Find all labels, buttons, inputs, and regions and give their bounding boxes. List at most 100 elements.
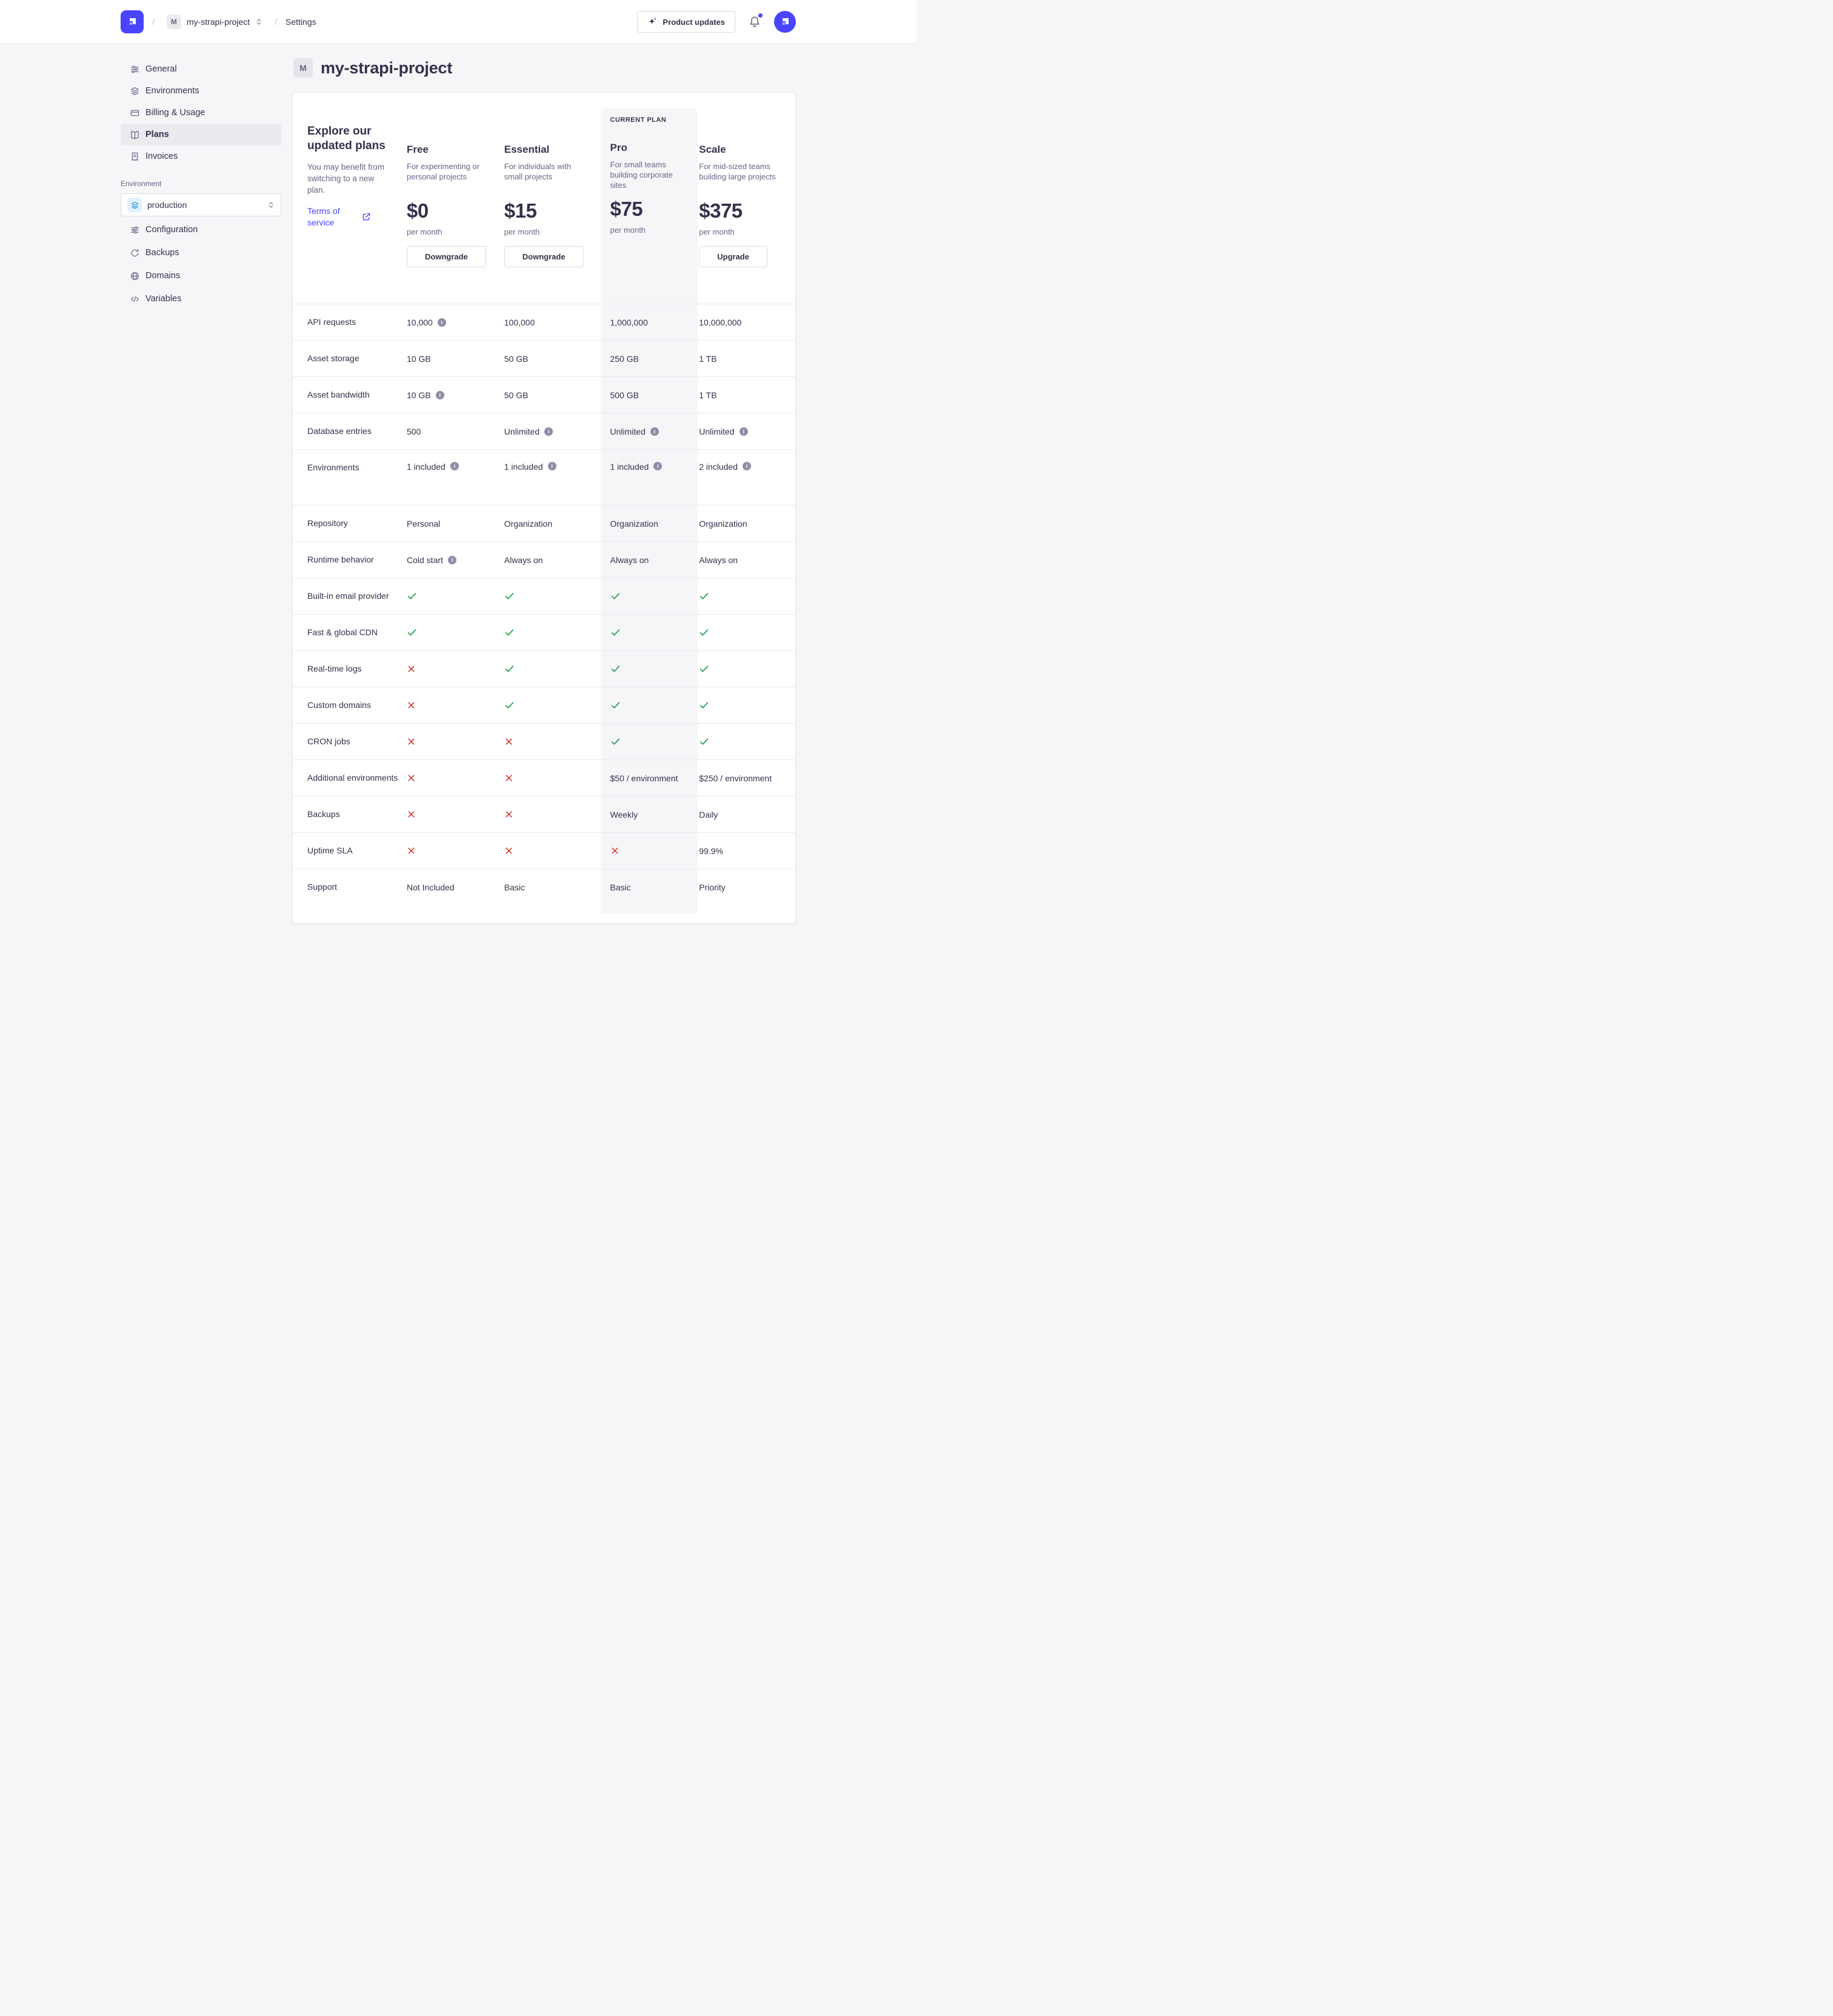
plan-price: $0	[407, 199, 429, 222]
plan-price: $15	[504, 199, 537, 222]
feature-value	[600, 687, 698, 723]
terms-link-label: Terms of service	[307, 206, 340, 227]
plans-intro-title: Explore our updated plans	[307, 125, 386, 153]
downgrade-free-button[interactable]: Downgrade	[407, 246, 486, 267]
cross-icon	[407, 810, 416, 819]
info-icon[interactable]: i	[743, 462, 752, 470]
check-icon	[610, 700, 621, 710]
feature-value-text: Daily	[699, 809, 718, 819]
feature-value	[406, 578, 503, 614]
sidebar-item-configuration[interactable]: Configuration	[121, 219, 281, 241]
feature-value-text: 50 GB	[504, 390, 529, 400]
feature-value	[698, 724, 795, 759]
feature-value	[503, 796, 601, 832]
info-icon[interactable]: i	[450, 462, 459, 470]
terms-of-service-link[interactable]: Terms of service	[307, 205, 393, 229]
feature-value	[503, 833, 601, 869]
strapi-logo[interactable]	[121, 10, 144, 33]
feature-value: Unlimited i	[503, 413, 601, 449]
feature-value: 1,000,000	[600, 304, 698, 340]
feature-value: Cold start i	[406, 542, 503, 578]
info-icon[interactable]: i	[547, 462, 556, 470]
feature-value: 2 included i	[698, 450, 795, 505]
info-icon[interactable]: i	[650, 427, 659, 436]
feature-label: Built-in email provider	[307, 591, 389, 601]
environment-select[interactable]: production	[121, 193, 281, 216]
feature-value: 99.9%	[698, 833, 795, 869]
check-icon	[699, 627, 709, 638]
sidebar-item-label: Billing & Usage	[145, 108, 205, 118]
feature-value-text: $50 / environment	[610, 773, 678, 783]
feature-label: Support	[307, 882, 338, 892]
feature-value: Organization	[600, 506, 698, 541]
cross-icon	[407, 737, 416, 746]
sidebar-item-general[interactable]: General	[121, 58, 281, 80]
product-updates-button[interactable]: Product updates	[637, 11, 735, 33]
environment-nav: Configuration Backups Domains	[121, 219, 281, 310]
feature-label: Uptime SLA	[307, 846, 353, 856]
feature-row: Fast & global CDN	[293, 614, 795, 650]
check-icon	[610, 664, 621, 674]
feature-row: CRON jobs	[293, 723, 795, 759]
plan-name: Free	[407, 144, 429, 155]
receipt-icon	[130, 152, 139, 161]
feature-label: CRON jobs	[307, 736, 350, 747]
feature-row: Asset bandwidth 10 GB i 50 GB 500 GB 1 TB	[293, 376, 795, 413]
info-icon[interactable]: i	[447, 555, 456, 564]
sidebar-item-plans[interactable]: Plans	[121, 124, 281, 145]
info-icon[interactable]: i	[653, 462, 663, 470]
sidebar-item-domains[interactable]: Domains	[121, 265, 281, 287]
info-icon[interactable]: i	[435, 390, 444, 399]
check-icon	[699, 664, 709, 674]
plans-card: Explore our updated plans You may benefi…	[292, 92, 796, 924]
feature-value	[503, 578, 601, 614]
check-icon	[504, 591, 515, 601]
feature-value: Personal	[406, 506, 503, 541]
cross-icon	[407, 701, 416, 710]
upgrade-scale-button[interactable]: Upgrade	[699, 246, 767, 267]
notifications-button[interactable]	[746, 13, 763, 30]
profile-avatar[interactable]	[774, 11, 796, 33]
project-nav: General Environments Billing & Usage Pla…	[121, 58, 281, 167]
feature-value-text: Personal	[407, 518, 441, 529]
check-icon	[610, 591, 621, 601]
feature-value	[406, 724, 503, 759]
sidebar-item-label: Backups	[145, 248, 179, 258]
feature-value-text: 1 included	[504, 462, 543, 472]
sidebar-item-billing[interactable]: Billing & Usage	[121, 102, 281, 124]
info-icon[interactable]: i	[544, 427, 553, 436]
plan-period: per month	[610, 225, 646, 235]
sidebar-item-variables[interactable]: Variables	[121, 288, 281, 310]
info-icon[interactable]: i	[739, 427, 748, 436]
feature-value: 500 GB	[600, 377, 698, 413]
breadcrumb-settings[interactable]: Settings	[285, 17, 316, 27]
current-plan-badge: CURRENT PLAN	[610, 116, 667, 124]
feature-value: Basic	[503, 869, 601, 905]
feature-value	[406, 615, 503, 650]
feature-value	[600, 833, 698, 869]
plan-column-essential: Essential For individuals with small proj…	[503, 93, 601, 304]
sidebar-item-label: Environments	[145, 86, 199, 96]
cross-icon	[504, 773, 513, 783]
feature-value: Basic	[600, 869, 698, 905]
feature-value-text: Basic	[610, 882, 631, 892]
feature-value-text: 2 included	[699, 462, 738, 472]
feature-row: Backups Weekly Daily	[293, 796, 795, 832]
feature-value-text: Organization	[610, 518, 658, 529]
downgrade-essential-button[interactable]: Downgrade	[504, 246, 584, 267]
sidebar-item-backups[interactable]: Backups	[121, 242, 281, 264]
breadcrumb-project-switcher[interactable]: M my-strapi-project	[163, 12, 266, 32]
sidebar-item-environments[interactable]: Environments	[121, 80, 281, 102]
sidebar-item-invoices[interactable]: Invoices	[121, 145, 281, 167]
product-updates-label: Product updates	[663, 17, 725, 27]
check-icon	[699, 736, 709, 747]
cross-icon	[504, 737, 513, 746]
environment-section: Environment production Configuration	[121, 179, 281, 310]
feature-value: Daily	[698, 796, 795, 832]
plan-name: Scale	[699, 144, 726, 155]
feature-row: Built-in email provider	[293, 578, 795, 614]
info-icon[interactable]: i	[437, 318, 446, 327]
layers-icon	[130, 86, 139, 96]
features-rows: API requests 10,000 i 100,000 1,000,000 10,00…	[293, 304, 795, 905]
cross-icon	[407, 846, 416, 855]
